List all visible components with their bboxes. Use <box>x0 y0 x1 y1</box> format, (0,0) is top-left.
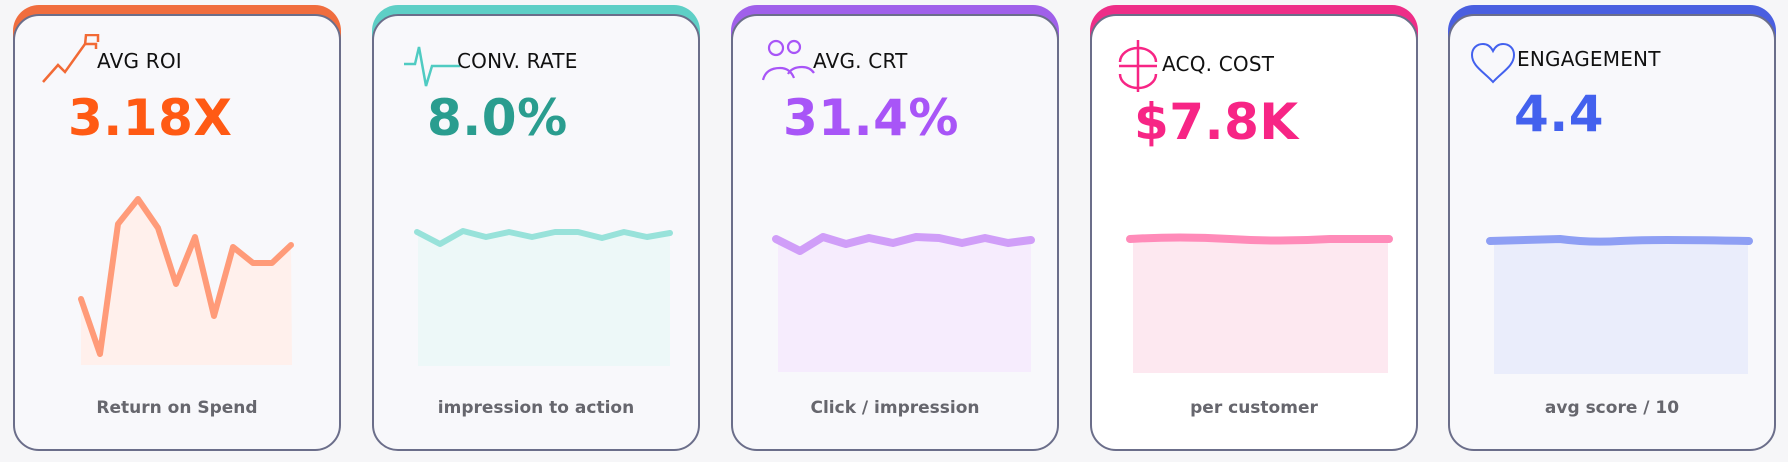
card-subtitle: per customer <box>1190 398 1318 418</box>
trend-up-icon <box>42 34 100 83</box>
kpi-value: 3.18X <box>68 89 233 147</box>
card-title: ACQ. COST <box>1162 52 1275 76</box>
card-subtitle: Return on Spend <box>96 398 258 418</box>
sparkline-chart <box>1126 233 1393 373</box>
users-icon <box>762 39 815 81</box>
card-title: ENGAGEMENT <box>1517 47 1661 71</box>
card-body <box>1448 14 1776 451</box>
kpi-value: $7.8K <box>1134 93 1299 151</box>
sparkline-chart <box>414 228 673 366</box>
kpi-card-engagement[interactable]: ENGAGEMENT 4.4 avg score / 10 <box>1448 5 1776 451</box>
kpi-value: 4.4 <box>1514 85 1605 143</box>
kpi-value: 8.0% <box>427 89 568 147</box>
kpi-card-ctr[interactable]: AVG. CRT 31.4% Click / impression <box>731 5 1059 451</box>
heart-icon <box>1470 42 1516 84</box>
card-body <box>372 14 700 451</box>
card-title: AVG ROI <box>97 49 182 73</box>
target-icon <box>1118 40 1158 92</box>
sparkline-chart <box>78 196 294 365</box>
kpi-card-acquisition-cost[interactable]: ACQ. COST $7.8K per customer <box>1090 5 1418 451</box>
sparkline-chart <box>772 233 1035 372</box>
kpi-card-conversion[interactable]: CONV. RATE 8.0% impression to action <box>372 5 700 451</box>
sparkline-chart <box>1486 234 1753 374</box>
card-body <box>13 14 341 451</box>
card-title: CONV. RATE <box>457 49 578 73</box>
kpi-card-roi[interactable]: AVG ROI 3.18X Return on Spend <box>13 5 341 451</box>
card-body <box>731 14 1059 451</box>
kpi-value: 31.4% <box>783 89 959 147</box>
card-subtitle: Click / impression <box>810 398 980 418</box>
card-title: AVG. CRT <box>813 49 908 73</box>
pulse-icon <box>404 46 460 87</box>
card-subtitle: avg score / 10 <box>1544 398 1680 418</box>
card-subtitle: impression to action <box>437 398 635 418</box>
